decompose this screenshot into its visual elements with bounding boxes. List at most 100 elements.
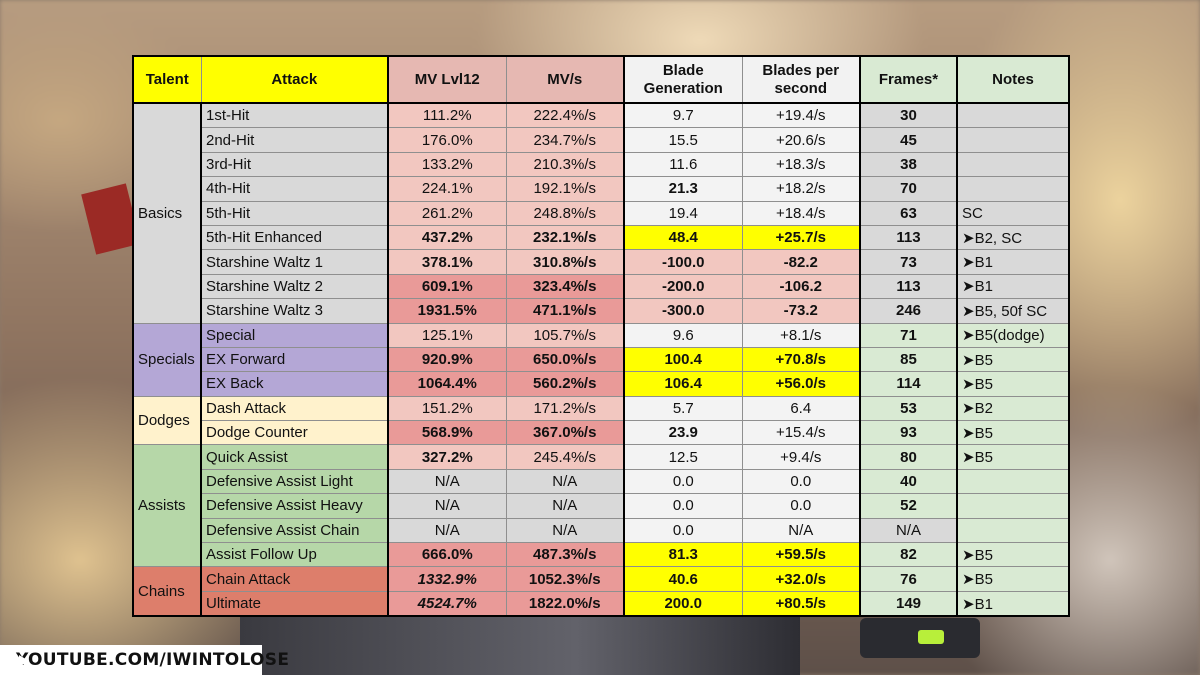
attack-name: 2nd-Hit [200, 127, 389, 153]
notes [956, 176, 1070, 202]
frames: 76 [859, 566, 958, 592]
mv-per-second: 192.1%/s [505, 176, 625, 202]
blades-per-second: +80.5/s [741, 590, 861, 617]
table-row: Dodge Counter 568.9% 367.0%/s 23.9 +15.4… [133, 420, 1070, 446]
table-row: 4th-Hit 224.1% 192.1%/s 21.3 +18.2/s 70 [133, 176, 1070, 202]
table-row: Chains Chain Attack 1332.9% 1052.3%/s 40… [132, 566, 1070, 617]
blade-generation: 0.0 [623, 517, 743, 544]
frames: 53 [859, 395, 958, 422]
table-row: EX Back 1064.4% 560.2%/s 106.4 +56.0/s 1… [133, 371, 1070, 397]
attack-name: Defensive Assist Light [200, 468, 389, 495]
notes: ➤B1 [956, 249, 1070, 275]
blade-generation: -200.0 [623, 273, 743, 300]
frames: 52 [859, 493, 958, 519]
mv-value: 568.9% [387, 420, 507, 446]
blade-generation: -100.0 [623, 249, 743, 275]
mv-value: 437.2% [387, 224, 507, 251]
mv-value: 1064.4% [387, 371, 507, 397]
table-row: Assist Follow Up 666.0% 487.3%/s 81.3 +5… [133, 542, 1070, 568]
mv-value: 378.1% [387, 249, 507, 275]
background-green-light [918, 630, 944, 644]
frames: 70 [859, 176, 958, 202]
mv-value: N/A [387, 468, 507, 495]
frames: 45 [859, 127, 958, 153]
notes: ➤B5 [956, 371, 1070, 397]
header-attack: Attack [200, 55, 389, 104]
group-label-specials: Specials [132, 322, 202, 397]
mv-value: 4524.7% [387, 590, 507, 617]
blades-per-second: 0.0 [741, 468, 861, 495]
mv-per-second: 210.3%/s [505, 151, 625, 178]
notes: ➤B5 [956, 420, 1070, 446]
header-talent: Talent [132, 55, 202, 104]
frames: 113 [859, 224, 958, 251]
frames: 73 [859, 249, 958, 275]
mv-per-second: 560.2%/s [505, 371, 625, 397]
blade-generation: 100.4 [623, 346, 743, 373]
frames: 71 [859, 322, 958, 348]
notes: ➤B5 [956, 346, 1070, 373]
blade-generation: 106.4 [623, 371, 743, 397]
blade-generation: 0.0 [623, 468, 743, 495]
mv-per-second: N/A [505, 493, 625, 519]
header-mv-lvl12: MV Lvl12 [387, 55, 507, 104]
blades-per-second: +18.2/s [741, 176, 861, 202]
attack-name: Starshine Waltz 2 [200, 273, 389, 300]
notes [956, 468, 1070, 495]
notes: ➤B1 [956, 273, 1070, 300]
mv-value: 125.1% [387, 322, 507, 348]
mv-per-second: 471.1%/s [505, 298, 625, 324]
blade-generation: 23.9 [623, 420, 743, 446]
blades-per-second: +9.4/s [741, 444, 861, 470]
background-dark-shape [240, 615, 800, 675]
notes [956, 127, 1070, 153]
blades-per-second: 6.4 [741, 395, 861, 422]
blades-per-second: 0.0 [741, 493, 861, 519]
blades-per-second: +25.7/s [741, 224, 861, 251]
blades-per-second: +70.8/s [741, 346, 861, 373]
blades-per-second: +19.4/s [741, 102, 861, 129]
mv-value: 1332.9% [387, 566, 507, 592]
mv-value: N/A [387, 517, 507, 544]
header-frames: Frames* [859, 55, 958, 104]
mv-value: N/A [387, 493, 507, 519]
table-row: Dodges Dash Attack 151.2% 171.2%/s 5.7 6… [132, 395, 1070, 446]
mv-value: 111.2% [387, 102, 507, 129]
header-mv-per-second: MV/s [505, 55, 625, 104]
frames: 80 [859, 444, 958, 470]
blade-generation: 15.5 [623, 127, 743, 153]
notes: ➤B5 [956, 444, 1070, 470]
frames: 149 [859, 590, 958, 617]
table-row: 3rd-Hit 133.2% 210.3%/s 11.6 +18.3/s 38 [133, 151, 1070, 178]
blade-generation: 81.3 [623, 542, 743, 568]
mv-per-second: 248.8%/s [505, 200, 625, 226]
header-blades-per-second: Blades per second [741, 55, 861, 104]
table-row: Assists Quick Assist 327.2% 245.4%/s 12.… [132, 444, 1070, 568]
notes: ➤B2, SC [956, 224, 1070, 251]
mv-per-second: 487.3%/s [505, 542, 625, 568]
attack-name: Defensive Assist Chain [200, 517, 389, 544]
mv-value: 176.0% [387, 127, 507, 153]
notes: ➤B5 [956, 542, 1070, 568]
mv-per-second: 367.0%/s [505, 420, 625, 446]
mv-per-second: 105.7%/s [505, 322, 625, 348]
header-blades-per-second-line1: Blades per [762, 61, 840, 79]
attack-name: Dash Attack [200, 395, 389, 422]
mv-per-second: 234.7%/s [505, 127, 625, 153]
blade-generation: 9.6 [623, 322, 743, 348]
blade-generation: 48.4 [623, 224, 743, 251]
blade-generation: 200.0 [623, 590, 743, 617]
table-row: Starshine Waltz 3 1931.5% 471.1%/s -300.… [133, 298, 1070, 324]
blades-per-second: -82.2 [741, 249, 861, 275]
header-row: Talent Attack MV Lvl12 MV/s Blade Generat… [132, 55, 1070, 104]
table-row: EX Forward 920.9% 650.0%/s 100.4 +70.8/s… [133, 346, 1070, 373]
frames: 40 [859, 468, 958, 495]
notes [956, 151, 1070, 178]
attack-name: 5th-Hit [200, 200, 389, 226]
table-row: Ultimate 4524.7% 1822.0%/s 200.0 +80.5/s… [133, 590, 1070, 617]
frames: 246 [859, 298, 958, 324]
attack-name: Chain Attack [200, 566, 389, 592]
mv-per-second: 171.2%/s [505, 395, 625, 422]
frames: 113 [859, 273, 958, 300]
mv-per-second: N/A [505, 517, 625, 544]
